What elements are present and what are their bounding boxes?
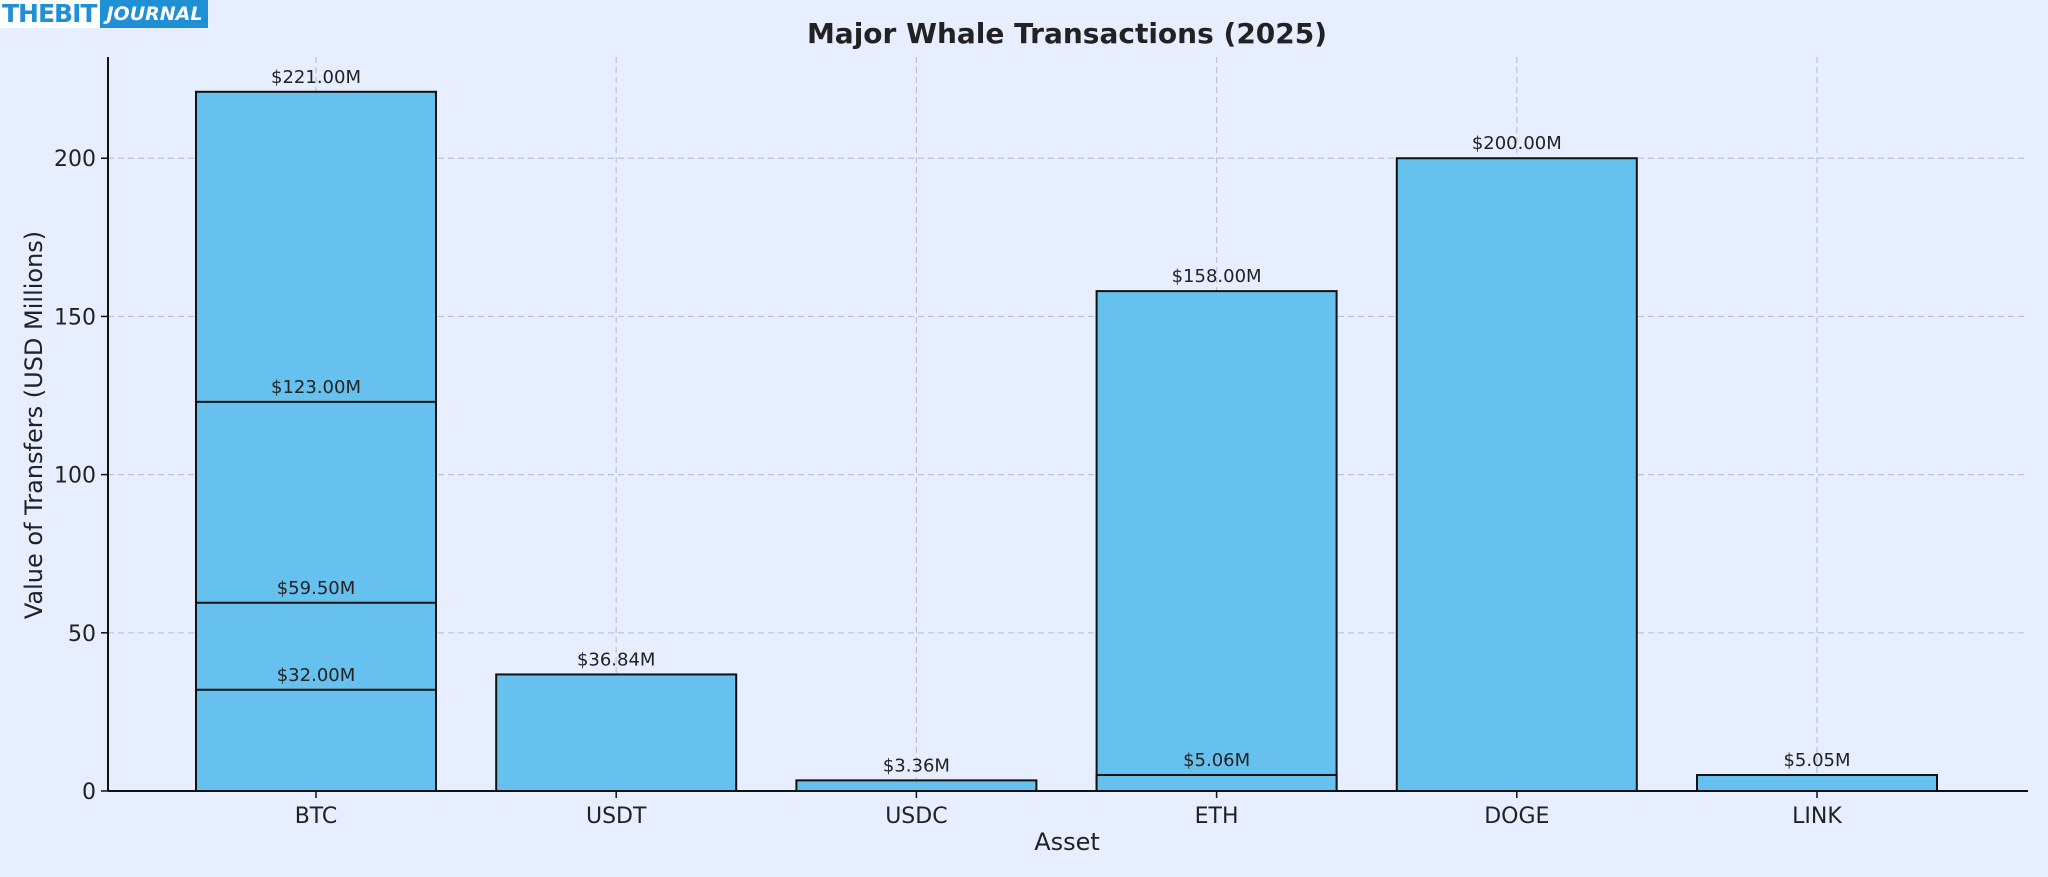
data-label: $32.00M (277, 665, 356, 686)
y-tick-label: 200 (54, 147, 96, 172)
y-tick-label: 50 (68, 622, 96, 647)
data-label: $221.00M (271, 67, 361, 88)
thebit-journal-logo: THEBIT JOURNAL (0, 0, 209, 28)
bar-link (1696, 774, 1938, 792)
data-label: $158.00M (1172, 266, 1262, 287)
bar-eth (1095, 290, 1338, 792)
logo-part-2: JOURNAL (100, 0, 209, 28)
bar-usdc (795, 779, 1038, 792)
x-tick-label: ETH (1195, 804, 1239, 829)
x-tick-label: USDC (885, 804, 947, 829)
data-label: $123.00M (271, 377, 361, 398)
data-label: $3.36M (883, 755, 950, 776)
bar-btc (195, 688, 437, 792)
chart-title: Major Whale Transactions (2025) (807, 17, 1327, 50)
data-label: $59.50M (277, 578, 356, 599)
y-tick-label: 100 (54, 464, 96, 489)
y-tick-label: 150 (54, 305, 96, 330)
data-label: $36.84M (577, 649, 656, 670)
x-tick-label: USDT (586, 804, 647, 829)
x-tick-label: DOGE (1484, 804, 1549, 829)
x-tick-label: LINK (1792, 804, 1842, 829)
axes: 0 50 100 150 200 BTC USDT USDC ETH DOGE LINK (54, 57, 2028, 829)
bar-eth (1095, 773, 1338, 793)
logo-part-1: THEBIT (0, 0, 101, 28)
bar-doge (1395, 157, 1638, 792)
x-tick-label: BTC (295, 804, 338, 829)
y-tick-label: 0 (82, 780, 96, 805)
data-label: $5.05M (1783, 750, 1850, 771)
x-axis-label: Asset (1034, 828, 1100, 856)
y-axis-label: Value of Transfers (USD Millions) (20, 231, 48, 619)
data-label: $200.00M (1472, 133, 1562, 154)
data-label: $5.06M (1183, 750, 1250, 771)
bar-usdt (495, 673, 738, 792)
bars: $221.00M $123.00M $59.50M $32.00M $36.84M $3.… (195, 67, 1938, 793)
